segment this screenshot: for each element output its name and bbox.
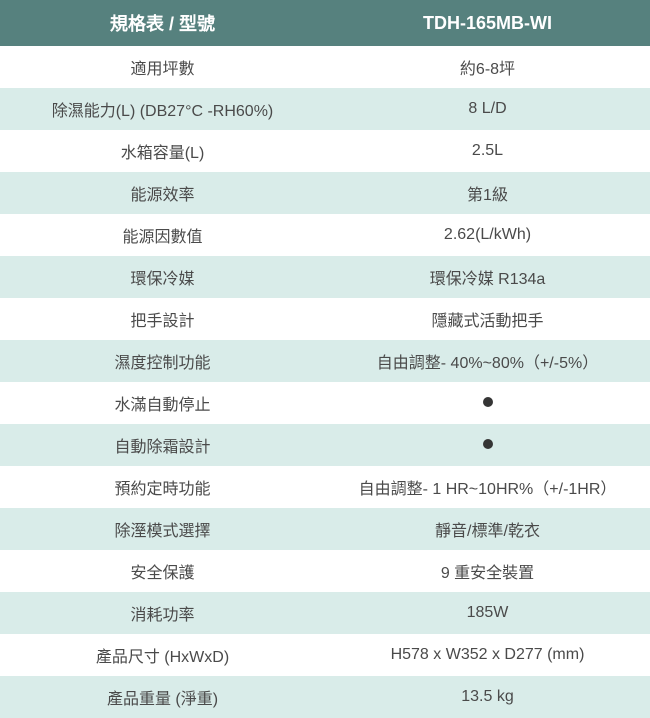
row-value: 185W (325, 592, 650, 634)
row-label: 除溼模式選擇 (0, 508, 325, 550)
table-row: 水滿自動停止 (0, 382, 650, 424)
row-value: 2.5L (325, 130, 650, 172)
spec-table: 規格表 / 型號 TDH-165MB-WI 適用坪數約6-8坪除濕能力(L) (… (0, 0, 650, 718)
row-label: 能源效率 (0, 172, 325, 214)
row-label: 環保冷媒 (0, 256, 325, 298)
row-label: 把手設計 (0, 298, 325, 340)
row-value: 13.5 kg (325, 676, 650, 718)
row-label: 適用坪數 (0, 46, 325, 88)
header-value: TDH-165MB-WI (325, 0, 650, 46)
table-row: 安全保護9 重安全裝置 (0, 550, 650, 592)
row-value: 環保冷媒 R134a (325, 256, 650, 298)
table-row: 把手設計隱藏式活動把手 (0, 298, 650, 340)
table-row: 自動除霜設計 (0, 424, 650, 466)
table-row: 能源效率第1級 (0, 172, 650, 214)
row-label: 消耗功率 (0, 592, 325, 634)
table-row: 產品尺寸 (HxWxD)H578 x W352 x D277 (mm) (0, 634, 650, 676)
row-value: 9 重安全裝置 (325, 550, 650, 592)
row-label: 水滿自動停止 (0, 382, 325, 424)
row-value: 約6-8坪 (325, 46, 650, 88)
row-value: 自由調整- 40%~80%（+/-5%） (325, 340, 650, 382)
table-row: 水箱容量(L)2.5L (0, 130, 650, 172)
row-label: 安全保護 (0, 550, 325, 592)
row-value: 自由調整- 1 HR~10HR%（+/-1HR） (325, 466, 650, 508)
table-row: 消耗功率185W (0, 592, 650, 634)
table-row: 產品重量 (淨重)13.5 kg (0, 676, 650, 718)
table-row: 環保冷媒環保冷媒 R134a (0, 256, 650, 298)
table-row: 除溼模式選擇靜音/標準/乾衣 (0, 508, 650, 550)
row-label: 水箱容量(L) (0, 130, 325, 172)
table-row: 除濕能力(L) (DB27°C -RH60%)8 L/D (0, 88, 650, 130)
table-row: 能源因數值2.62(L/kWh) (0, 214, 650, 256)
row-label: 能源因數值 (0, 214, 325, 256)
row-value: 2.62(L/kWh) (325, 214, 650, 256)
row-label: 除濕能力(L) (DB27°C -RH60%) (0, 88, 325, 130)
row-value: H578 x W352 x D277 (mm) (325, 634, 650, 676)
table-row: 預約定時功能自由調整- 1 HR~10HR%（+/-1HR） (0, 466, 650, 508)
row-value: 靜音/標準/乾衣 (325, 508, 650, 550)
header-row: 規格表 / 型號 TDH-165MB-WI (0, 0, 650, 46)
header-label: 規格表 / 型號 (0, 0, 325, 46)
table-row: 濕度控制功能自由調整- 40%~80%（+/-5%） (0, 340, 650, 382)
row-label: 預約定時功能 (0, 466, 325, 508)
row-value: 隱藏式活動把手 (325, 298, 650, 340)
row-value: 8 L/D (325, 88, 650, 130)
row-value: 第1級 (325, 172, 650, 214)
row-value (325, 424, 650, 466)
table-body: 適用坪數約6-8坪除濕能力(L) (DB27°C -RH60%)8 L/D水箱容… (0, 46, 650, 718)
row-label: 自動除霜設計 (0, 424, 325, 466)
dot-icon (483, 397, 493, 407)
row-value (325, 382, 650, 424)
row-label: 產品尺寸 (HxWxD) (0, 634, 325, 676)
table-row: 適用坪數約6-8坪 (0, 46, 650, 88)
row-label: 濕度控制功能 (0, 340, 325, 382)
dot-icon (483, 439, 493, 449)
row-label: 產品重量 (淨重) (0, 676, 325, 718)
